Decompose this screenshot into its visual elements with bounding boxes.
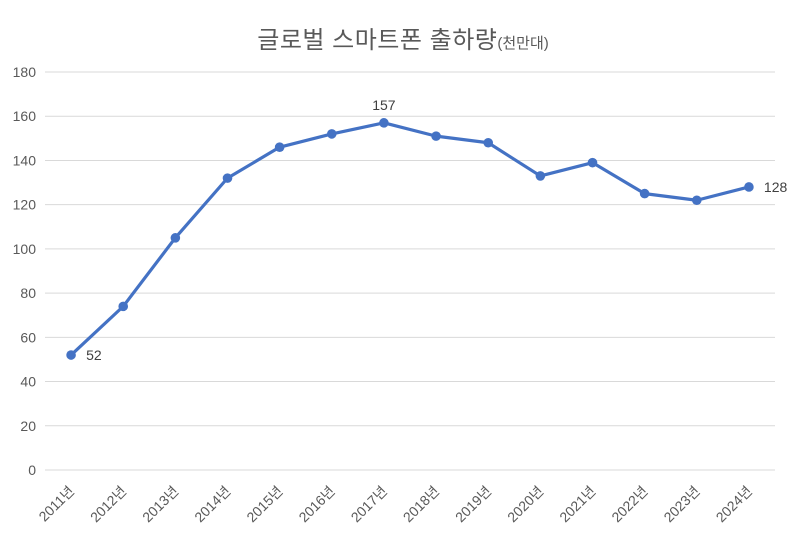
y-tick-label: 140: [13, 152, 37, 168]
data-point-marker: [66, 350, 76, 360]
y-tick-label: 160: [13, 108, 37, 124]
y-tick-label: 40: [20, 374, 36, 390]
x-tick-label: 2022년: [608, 483, 650, 525]
data-point-marker: [118, 301, 129, 312]
data-point-marker: [535, 171, 546, 181]
x-tick-label: 2015년: [243, 483, 285, 525]
x-tick-label: 2014년: [191, 483, 233, 525]
x-tick-label: 2024년: [713, 483, 755, 525]
x-tick-label: 2013년: [139, 483, 181, 525]
chart-title-suffix: (천만대): [497, 35, 549, 52]
y-tick-label: 0: [28, 462, 36, 478]
data-point-marker: [326, 129, 337, 139]
chart-title: 글로벌 스마트폰 출하량(천만대): [0, 20, 806, 55]
y-tick-label: 180: [13, 64, 37, 80]
data-point-marker: [222, 173, 233, 183]
series-line: [69, 121, 751, 357]
x-tick-label: 2023년: [660, 483, 702, 525]
y-tick-label: 60: [20, 329, 36, 345]
data-point-marker: [744, 182, 754, 192]
y-tick-label: 100: [13, 241, 37, 257]
x-tick-label: 2012년: [87, 483, 129, 525]
x-tick-label: 2019년: [452, 483, 494, 525]
data-point-marker: [483, 137, 494, 148]
data-label: 52: [86, 347, 102, 363]
data-label: 128: [764, 179, 788, 195]
data-point-marker: [639, 188, 650, 199]
chart-title-text: 글로벌 스마트폰 출하량: [257, 27, 498, 54]
data-point-marker: [691, 195, 702, 206]
x-tick-label: 2011년: [35, 483, 77, 525]
x-tick-label: 2017년: [348, 483, 390, 525]
x-tick-label: 2021년: [556, 483, 598, 525]
x-tick-label: 2018년: [400, 483, 442, 525]
x-tick-label: 2020년: [504, 483, 546, 525]
data-point-marker: [431, 131, 441, 141]
y-tick-label: 20: [20, 418, 36, 434]
x-tick-label: 2016년: [295, 483, 337, 525]
data-point-marker: [274, 142, 285, 152]
y-tick-label: 80: [20, 285, 36, 301]
data-point-marker: [170, 233, 181, 243]
data-point-marker: [379, 118, 389, 128]
y-tick-label: 120: [13, 197, 37, 213]
data-label: 157: [372, 97, 396, 113]
data-point-marker: [587, 157, 598, 168]
